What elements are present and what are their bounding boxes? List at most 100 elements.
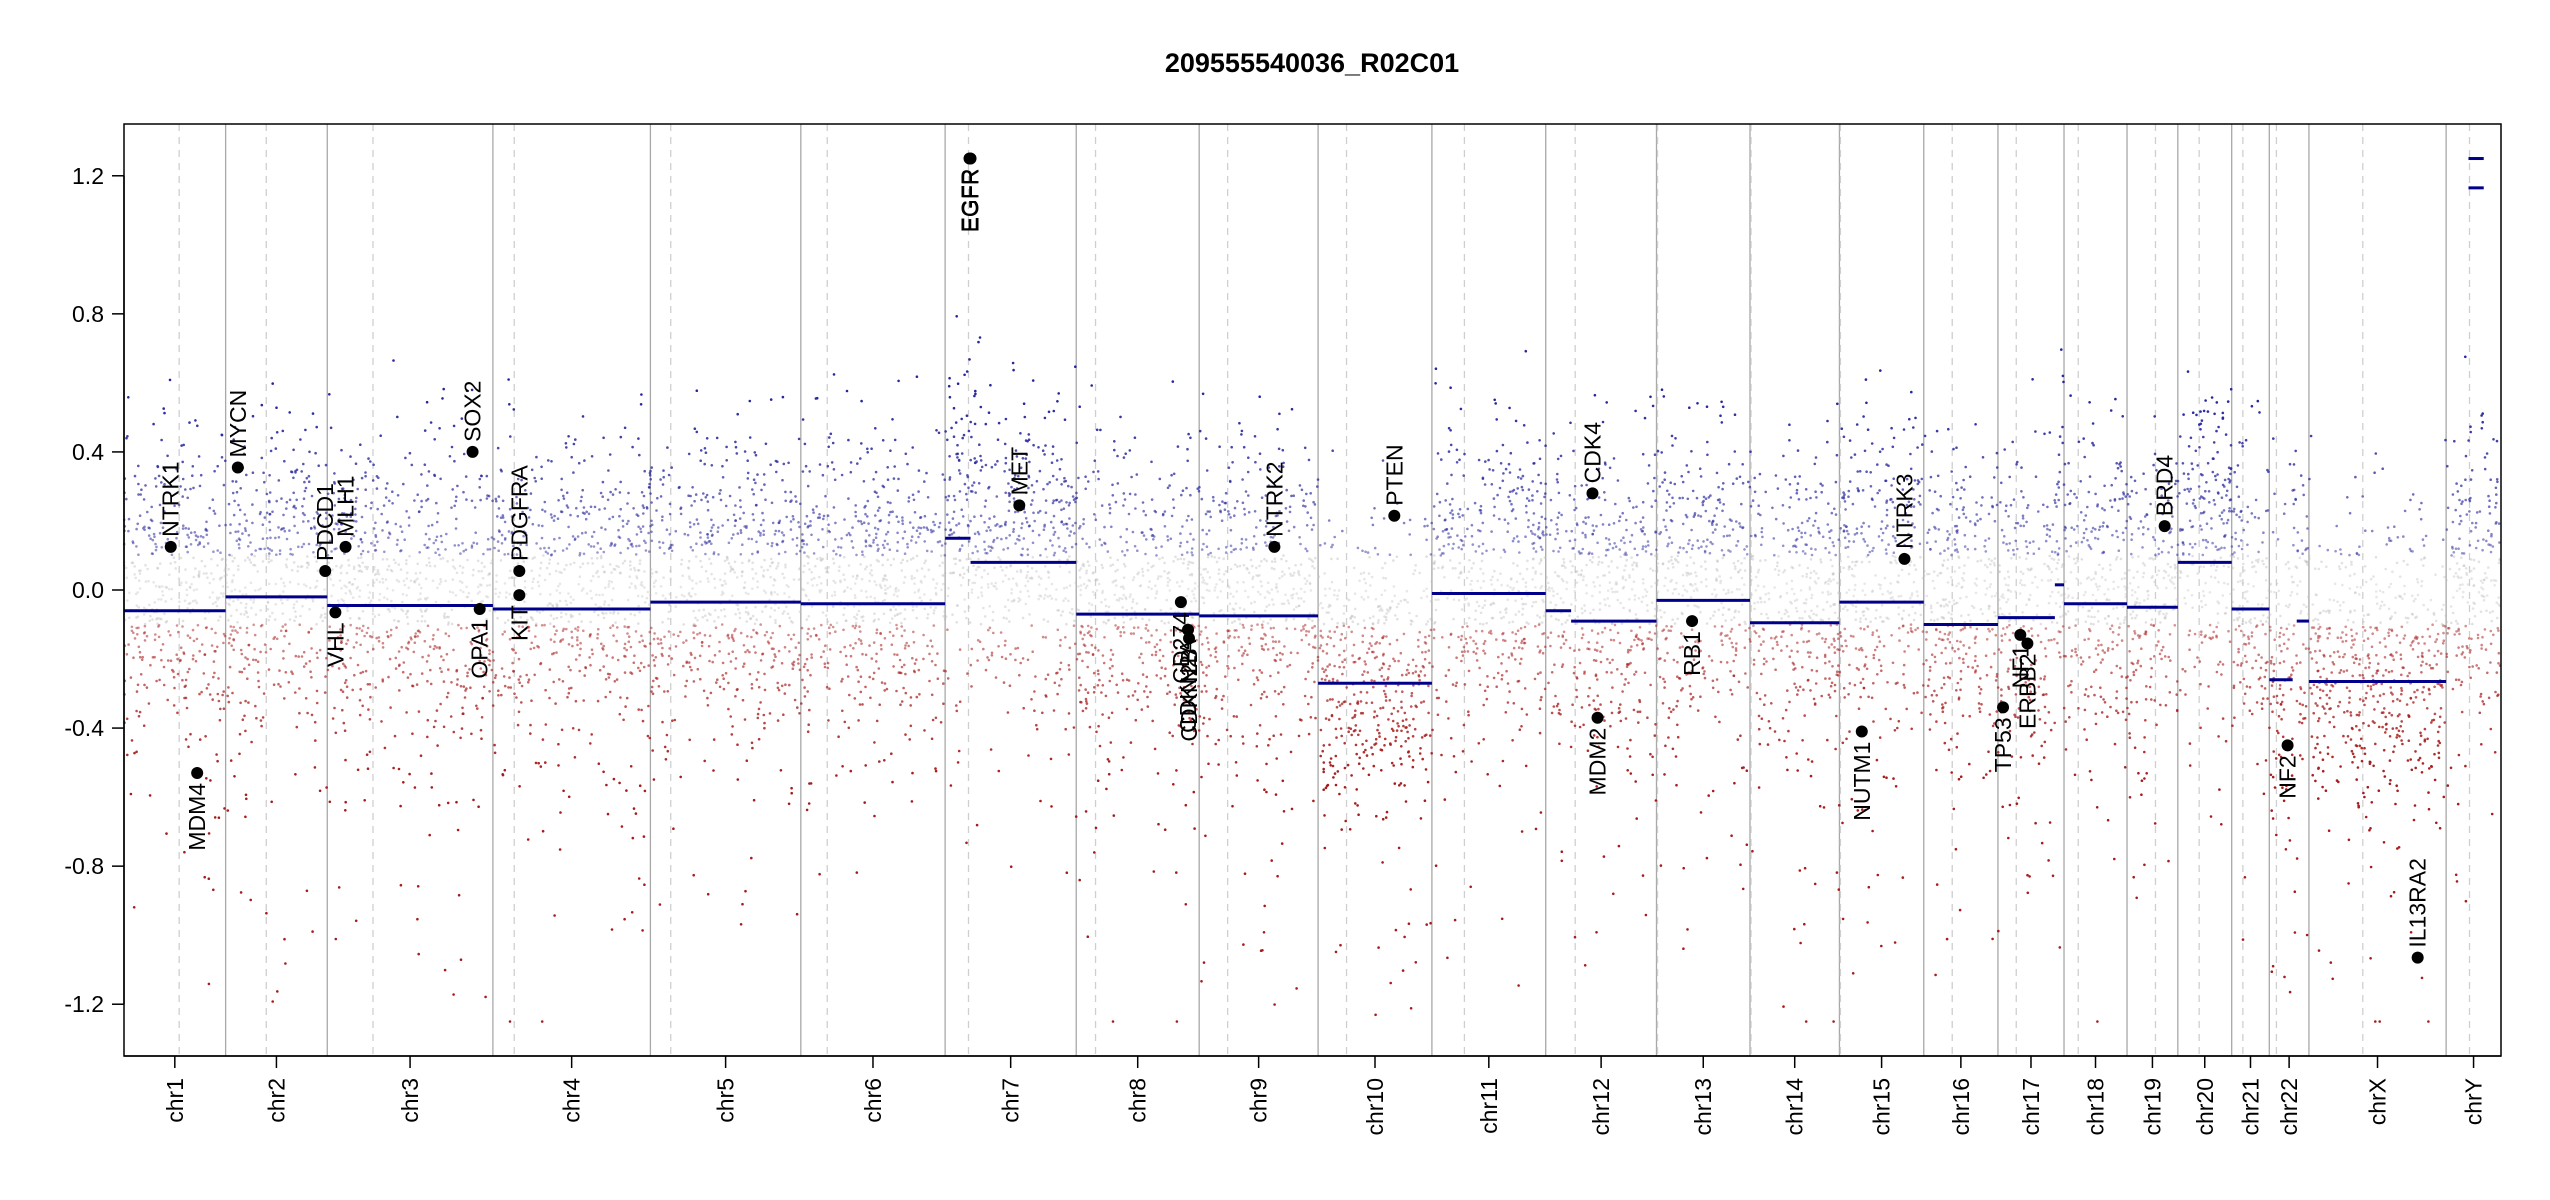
probe-point	[214, 631, 217, 635]
probe-point	[212, 578, 215, 581]
probe-point	[617, 528, 620, 532]
probe-point	[213, 816, 217, 819]
probe-point	[406, 615, 409, 619]
probe-point	[858, 703, 862, 706]
probe-point	[179, 556, 183, 560]
probe-point	[316, 656, 319, 660]
probe-point	[855, 553, 858, 557]
probe-point	[660, 519, 664, 522]
probe-point	[1081, 659, 1084, 663]
probe-point	[745, 759, 749, 762]
probe-point	[163, 510, 166, 513]
probe-point	[1003, 442, 1007, 446]
probe-point	[357, 616, 361, 620]
probe-point	[700, 640, 704, 644]
probe-point	[638, 784, 642, 787]
probe-point	[330, 550, 333, 553]
probe-point	[137, 714, 141, 718]
probe-point	[502, 675, 506, 678]
probe-point	[359, 552, 363, 556]
probe-point	[963, 373, 966, 377]
probe-point	[1302, 499, 1305, 502]
probe-point	[197, 573, 200, 577]
probe-point	[637, 708, 640, 711]
probe-point	[358, 699, 362, 702]
probe-point	[282, 590, 285, 593]
probe-point	[750, 683, 754, 686]
probe-point	[281, 625, 285, 628]
probe-point	[1079, 593, 1082, 597]
probe-point	[288, 411, 292, 414]
probe-point	[238, 752, 241, 756]
probe-point	[935, 582, 939, 585]
probe-point	[1058, 467, 1062, 471]
probe-point	[365, 753, 369, 756]
probe-point	[632, 807, 636, 810]
probe-point	[243, 714, 246, 718]
probe-point	[1186, 540, 1189, 544]
probe-point	[252, 598, 256, 602]
probe-point	[278, 549, 282, 552]
probe-point	[748, 558, 751, 562]
probe-point	[343, 497, 346, 500]
probe-point	[557, 584, 560, 588]
probe-point	[666, 446, 669, 449]
probe-point	[284, 629, 288, 633]
probe-point	[1055, 588, 1058, 591]
probe-point	[1263, 788, 1266, 791]
probe-point	[479, 653, 483, 657]
probe-point	[736, 412, 739, 416]
probe-point	[1111, 653, 1115, 656]
probe-point	[230, 589, 234, 593]
probe-point	[1110, 674, 1114, 678]
probe-point	[348, 617, 352, 620]
probe-point	[819, 655, 823, 659]
probe-point	[156, 567, 160, 570]
probe-point	[223, 574, 226, 578]
probe-point	[987, 411, 991, 415]
probe-point	[775, 542, 779, 546]
probe-point	[589, 589, 592, 593]
probe-point	[439, 477, 442, 481]
probe-point	[227, 641, 231, 645]
probe-point	[1017, 600, 1020, 603]
probe-point	[345, 642, 348, 646]
probe-point	[152, 422, 155, 426]
probe-point	[876, 549, 880, 553]
probe-point	[806, 555, 810, 558]
probe-point	[334, 645, 337, 649]
probe-point	[534, 761, 538, 765]
probe-point	[613, 544, 616, 547]
probe-point	[851, 575, 855, 578]
probe-point	[969, 519, 972, 523]
probe-point	[1292, 608, 1296, 611]
probe-point	[1197, 585, 1200, 588]
probe-point	[191, 657, 195, 661]
probe-point	[1108, 511, 1112, 515]
probe-point	[979, 454, 982, 458]
probe-point	[352, 478, 355, 482]
probe-point	[137, 645, 141, 649]
probe-point	[560, 615, 563, 619]
probe-point	[1056, 609, 1059, 612]
probe-point	[869, 544, 873, 548]
probe-point	[1074, 542, 1078, 546]
probe-point	[840, 537, 843, 540]
probe-point	[191, 474, 194, 478]
probe-point	[1079, 588, 1082, 592]
probe-point	[158, 531, 162, 535]
probe-point	[696, 522, 700, 526]
probe-point	[526, 506, 530, 510]
probe-point	[178, 600, 181, 604]
probe-point	[700, 565, 704, 569]
probe-point	[524, 592, 528, 596]
probe-point	[411, 684, 414, 688]
probe-point	[992, 538, 996, 542]
probe-point	[531, 618, 535, 622]
probe-point	[947, 384, 951, 388]
probe-point	[665, 528, 669, 531]
probe-point	[301, 605, 304, 608]
probe-point	[1147, 585, 1150, 589]
probe-point	[697, 609, 701, 612]
probe-point	[1031, 499, 1034, 502]
